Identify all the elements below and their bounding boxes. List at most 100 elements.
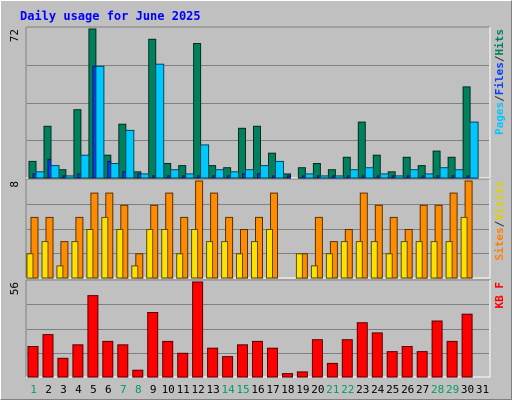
bar-kbytes-day-5 bbox=[87, 295, 99, 378]
bar-visits-day-20 bbox=[314, 216, 323, 279]
panel-hits: 72 Pages/Files/Hits bbox=[8, 26, 506, 179]
x-tick-label-day-5: 5 bbox=[90, 383, 97, 396]
bar-kbytes-day-21 bbox=[326, 362, 338, 378]
y-max-label-kbytes: 56 bbox=[8, 282, 21, 295]
bar-hits-day-30 bbox=[462, 86, 471, 179]
x-tick-label-day-21: 21 bbox=[326, 383, 339, 396]
series-sites bbox=[26, 216, 468, 279]
bar-sites-day-4 bbox=[71, 241, 79, 279]
bar-sites-day-1 bbox=[26, 253, 34, 279]
bar-pages-day-15 bbox=[245, 169, 254, 179]
bar-kbytes-day-19 bbox=[296, 371, 308, 378]
chart-title: Daily usage for June 2025 bbox=[20, 9, 201, 23]
series-pages bbox=[35, 63, 479, 179]
side-label-part: Pages bbox=[493, 102, 506, 135]
bar-kbytes-day-25 bbox=[386, 351, 398, 378]
y-max-label-visits: 8 bbox=[8, 181, 21, 188]
bar-sites-day-26 bbox=[400, 241, 408, 279]
bar-pages-day-19 bbox=[304, 173, 314, 179]
side-label-visits: Sites/Visits bbox=[493, 181, 506, 261]
x-tick-label-day-10: 10 bbox=[162, 383, 175, 396]
x-tick-label-day-31: 31 bbox=[476, 383, 489, 396]
y-max-label-hits: 72 bbox=[8, 29, 21, 42]
bar-hits-day-15 bbox=[238, 127, 246, 179]
x-tick-label-day-20: 20 bbox=[311, 383, 324, 396]
bar-kbytes-day-28 bbox=[431, 320, 443, 378]
bar-sites-day-13 bbox=[206, 241, 214, 279]
bar-pages-day-10 bbox=[170, 169, 180, 179]
bar-pages-day-29 bbox=[454, 169, 464, 179]
x-tick-label-day-13: 13 bbox=[206, 383, 219, 396]
x-tick-label-day-2: 2 bbox=[45, 383, 52, 396]
bar-pages-day-3 bbox=[65, 175, 75, 179]
x-tick-label-day-17: 17 bbox=[266, 383, 279, 396]
bar-visits-day-29 bbox=[449, 192, 458, 279]
bar-hits-day-24 bbox=[372, 154, 381, 179]
bar-sites-day-9 bbox=[146, 229, 154, 279]
bar-sites-day-3 bbox=[56, 265, 64, 279]
bar-kbytes-day-4 bbox=[72, 344, 84, 378]
bar-kbytes-day-2 bbox=[42, 334, 54, 378]
bar-kbytes-day-24 bbox=[371, 332, 383, 378]
bar-visits-day-23 bbox=[359, 192, 368, 279]
bar-sites-day-6 bbox=[101, 216, 109, 279]
bar-pages-day-4 bbox=[80, 154, 90, 179]
bar-sites-day-5 bbox=[86, 229, 94, 279]
bar-hits-day-17 bbox=[268, 152, 276, 179]
bar-kbytes-day-30 bbox=[461, 313, 473, 378]
bar-hits-day-29 bbox=[447, 156, 456, 179]
bar-sites-day-12 bbox=[191, 229, 199, 279]
bar-pages-day-7 bbox=[125, 129, 135, 179]
x-tick-label-day-4: 4 bbox=[75, 383, 82, 396]
bar-files-day-18 bbox=[287, 175, 291, 179]
bar-pages-day-1 bbox=[35, 171, 45, 179]
bar-sites-day-30 bbox=[460, 216, 468, 279]
bar-kbytes-day-8 bbox=[132, 369, 144, 378]
bar-kbytes-day-26 bbox=[401, 346, 413, 378]
bar-kbytes-day-23 bbox=[356, 322, 368, 378]
bar-kbytes-day-3 bbox=[57, 357, 69, 378]
bar-pages-day-30 bbox=[469, 121, 479, 179]
bar-pages-day-11 bbox=[185, 173, 195, 179]
bar-sites-day-16 bbox=[251, 241, 258, 279]
side-label-part: / bbox=[493, 220, 506, 227]
bar-pages-day-2 bbox=[50, 165, 60, 179]
bar-kbytes-day-15 bbox=[237, 344, 248, 378]
side-label-part: Hits bbox=[493, 29, 506, 56]
x-tick-label-day-28: 28 bbox=[431, 383, 444, 396]
side-label-kbytes: KB F bbox=[493, 282, 506, 309]
bar-hits-day-16 bbox=[253, 125, 261, 179]
x-tick-label-day-18: 18 bbox=[281, 383, 294, 396]
side-label-hits: Pages/Files/Hits bbox=[493, 29, 506, 135]
bar-pages-day-26 bbox=[409, 169, 419, 179]
bar-sites-day-8 bbox=[131, 265, 139, 279]
bar-hits-day-9 bbox=[148, 38, 157, 179]
bar-hits-day-26 bbox=[402, 156, 411, 179]
bar-hits-day-22 bbox=[342, 156, 351, 179]
x-tick-label-day-19: 19 bbox=[296, 383, 309, 396]
bar-sites-day-17 bbox=[266, 229, 273, 279]
side-label-part: / bbox=[493, 55, 506, 62]
x-tick-label-day-1: 1 bbox=[30, 383, 37, 396]
bar-kbytes-day-18 bbox=[282, 373, 293, 378]
bar-kbytes-day-17 bbox=[267, 347, 278, 378]
bar-pages-day-14 bbox=[230, 171, 240, 179]
x-axis: 1 2 3 4 5 6 7 8 9 10 11 12 13 14 15 16 17 18 19 20 21 22 23 24 2… bbox=[30, 383, 489, 396]
x-tick-label-day-7: 7 bbox=[120, 383, 127, 396]
x-tick-label-day-3: 3 bbox=[60, 383, 67, 396]
bar-kbytes-day-29 bbox=[446, 340, 458, 378]
bar-pages-day-12 bbox=[200, 144, 210, 179]
bar-kbytes-day-13 bbox=[207, 347, 219, 378]
side-label-part: Visits bbox=[493, 181, 506, 221]
side-label-part: Sites bbox=[493, 227, 506, 260]
bar-kbytes-day-27 bbox=[416, 351, 428, 378]
bar-kbytes-day-10 bbox=[162, 340, 174, 378]
bar-pages-day-28 bbox=[439, 167, 449, 179]
x-tick-label-day-12: 12 bbox=[191, 383, 204, 396]
bar-sites-day-21 bbox=[325, 253, 333, 279]
side-label-part: / bbox=[493, 95, 506, 102]
bar-kbytes-day-7 bbox=[117, 344, 129, 378]
bar-visits-day-13 bbox=[210, 192, 219, 279]
bar-pages-day-21 bbox=[334, 175, 344, 179]
bar-sites-day-14 bbox=[221, 241, 229, 279]
